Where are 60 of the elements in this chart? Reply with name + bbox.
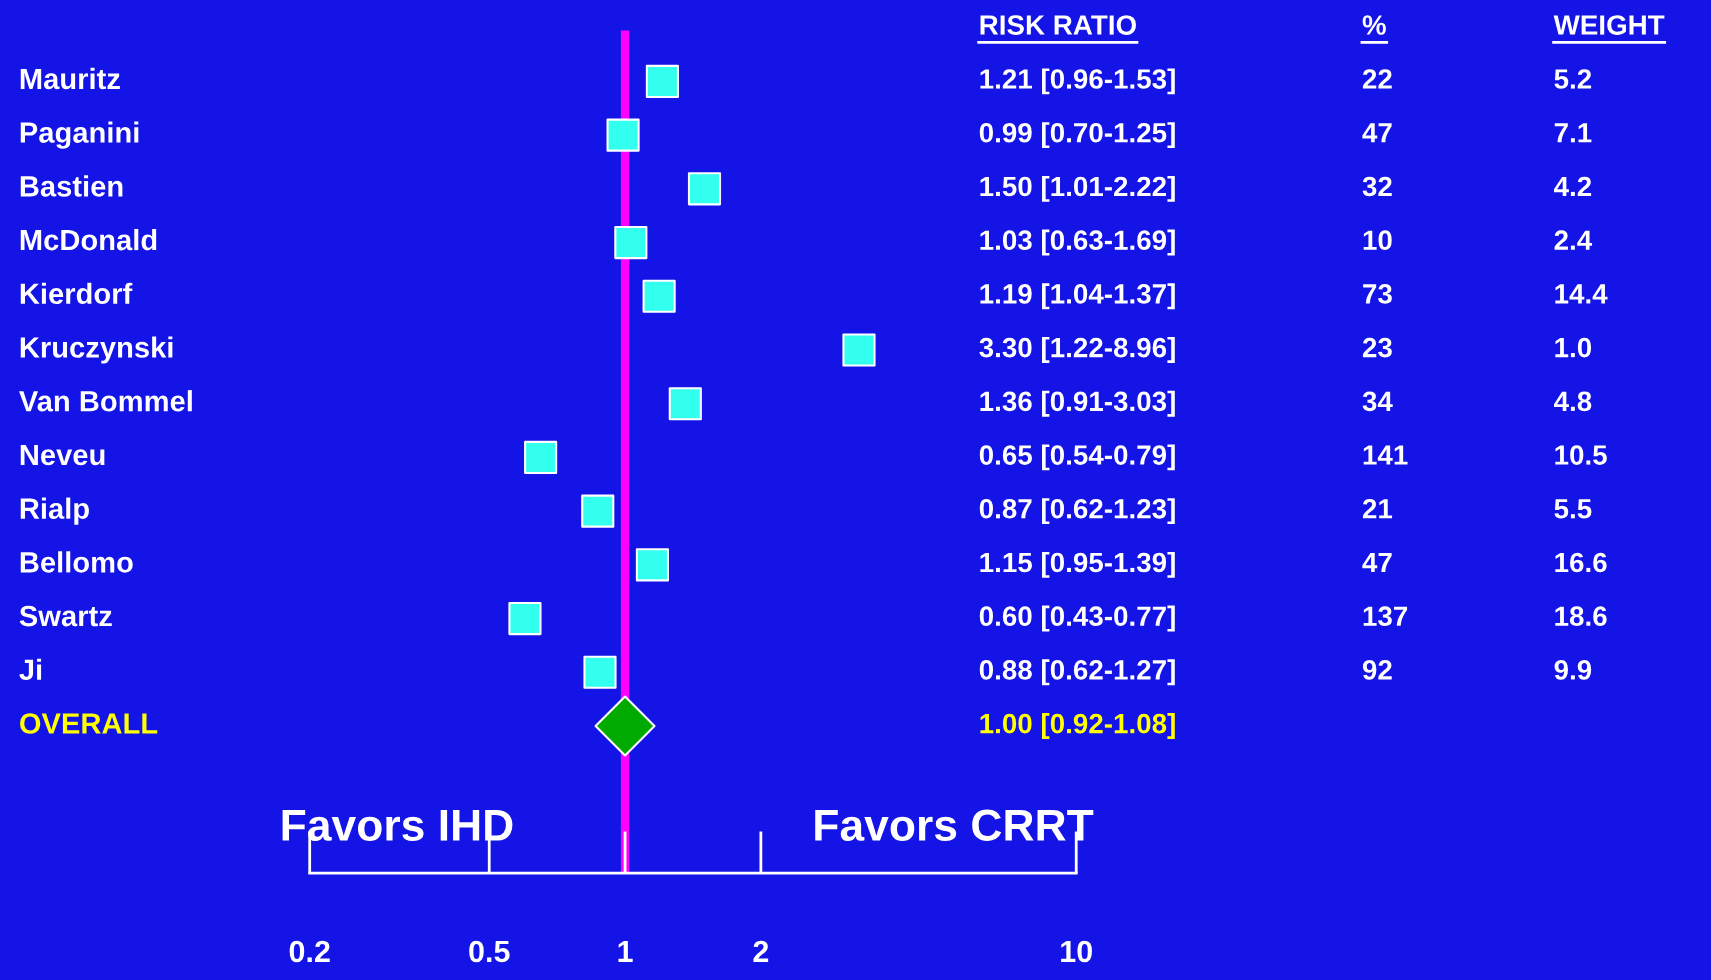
y-tick-label: Ji: [19, 658, 42, 681]
text: 32: [1362, 176, 1392, 197]
y-tick-label: Bastien: [20, 175, 123, 197]
annotation: 0.99 [0.70-1.25]: [979, 122, 1175, 149]
text: RISK RATIO: [980, 15, 1136, 35]
y-tick-label: Kierdorf: [20, 282, 133, 305]
y-tick-label: Swartz: [19, 605, 112, 627]
text: 4.2: [1554, 176, 1592, 197]
y-tick-label: Rialp: [20, 497, 89, 525]
text: 4.8: [1554, 391, 1592, 412]
text: 5.2: [1554, 69, 1592, 89]
annotation: 0.60 [0.43-0.77]: [979, 605, 1175, 632]
text: WEIGHT: [1553, 15, 1665, 35]
text: 14.4: [1555, 284, 1608, 304]
text: 23: [1362, 337, 1392, 358]
annotation: 1.03 [0.63-1.69]: [980, 229, 1175, 256]
text: Favors CRRT: [815, 809, 1094, 842]
y-tick-label: Bellomo: [20, 551, 133, 573]
text: 137: [1363, 606, 1408, 627]
x-tick-label: 1: [618, 940, 633, 962]
annotation: 1.36 [0.91-3.03]: [980, 390, 1175, 417]
text: 22: [1362, 69, 1392, 89]
y-tick-label: Paganini: [20, 121, 139, 149]
x-tick-label: 0.2: [289, 940, 330, 963]
y-tick-label: McDonald: [20, 228, 157, 251]
y-tick-label: OVERALL: [20, 713, 158, 734]
text: 16.6: [1555, 552, 1607, 573]
text: 47: [1362, 123, 1392, 143]
y-tick-label: Van Bommel: [19, 390, 192, 412]
annotation: 0.88 [0.62-1.27]: [979, 659, 1175, 686]
text: Favors IHD: [282, 810, 513, 842]
annotation: 1.21 [0.96-1.53]: [980, 68, 1175, 95]
text: 92: [1362, 660, 1392, 680]
text: 1.0: [1555, 337, 1592, 358]
x-tick-label: 0.5: [469, 940, 510, 963]
x-tick-label: 2: [753, 940, 769, 962]
text: 7.1: [1554, 123, 1592, 143]
y-tick-label: Neveu: [20, 444, 105, 466]
annotation: 3.30 [1.22-8.96]: [979, 337, 1175, 363]
text: 21: [1362, 498, 1393, 519]
annotation: 1.15 [0.95-1.39]: [980, 551, 1175, 578]
x-tick-label: 10: [1061, 940, 1092, 963]
text: 9.9: [1554, 660, 1592, 680]
text: %: [1362, 15, 1386, 35]
text: 141: [1363, 445, 1408, 465]
text: 5.5: [1554, 499, 1592, 519]
text: 47: [1362, 552, 1392, 573]
y-tick-label: Kruczynski: [20, 336, 173, 364]
annotation: 0.65 [0.54-0.79]: [979, 444, 1175, 471]
text: 10: [1363, 230, 1392, 251]
annotation: 1.19 [1.04-1.37]: [980, 283, 1175, 310]
annotation: 0.87 [0.62-1.23]: [979, 498, 1175, 525]
text: 18.6: [1555, 606, 1607, 627]
y-tick-label: Mauritz: [20, 67, 120, 90]
text: 2.4: [1554, 230, 1593, 250]
text: 10.5: [1555, 445, 1607, 465]
text: 34: [1362, 391, 1393, 412]
text: 73: [1363, 284, 1392, 304]
annotation: 1.00 [0.92-1.08]: [980, 713, 1175, 739]
annotation: 1.50 [1.01-2.22]: [980, 175, 1175, 202]
